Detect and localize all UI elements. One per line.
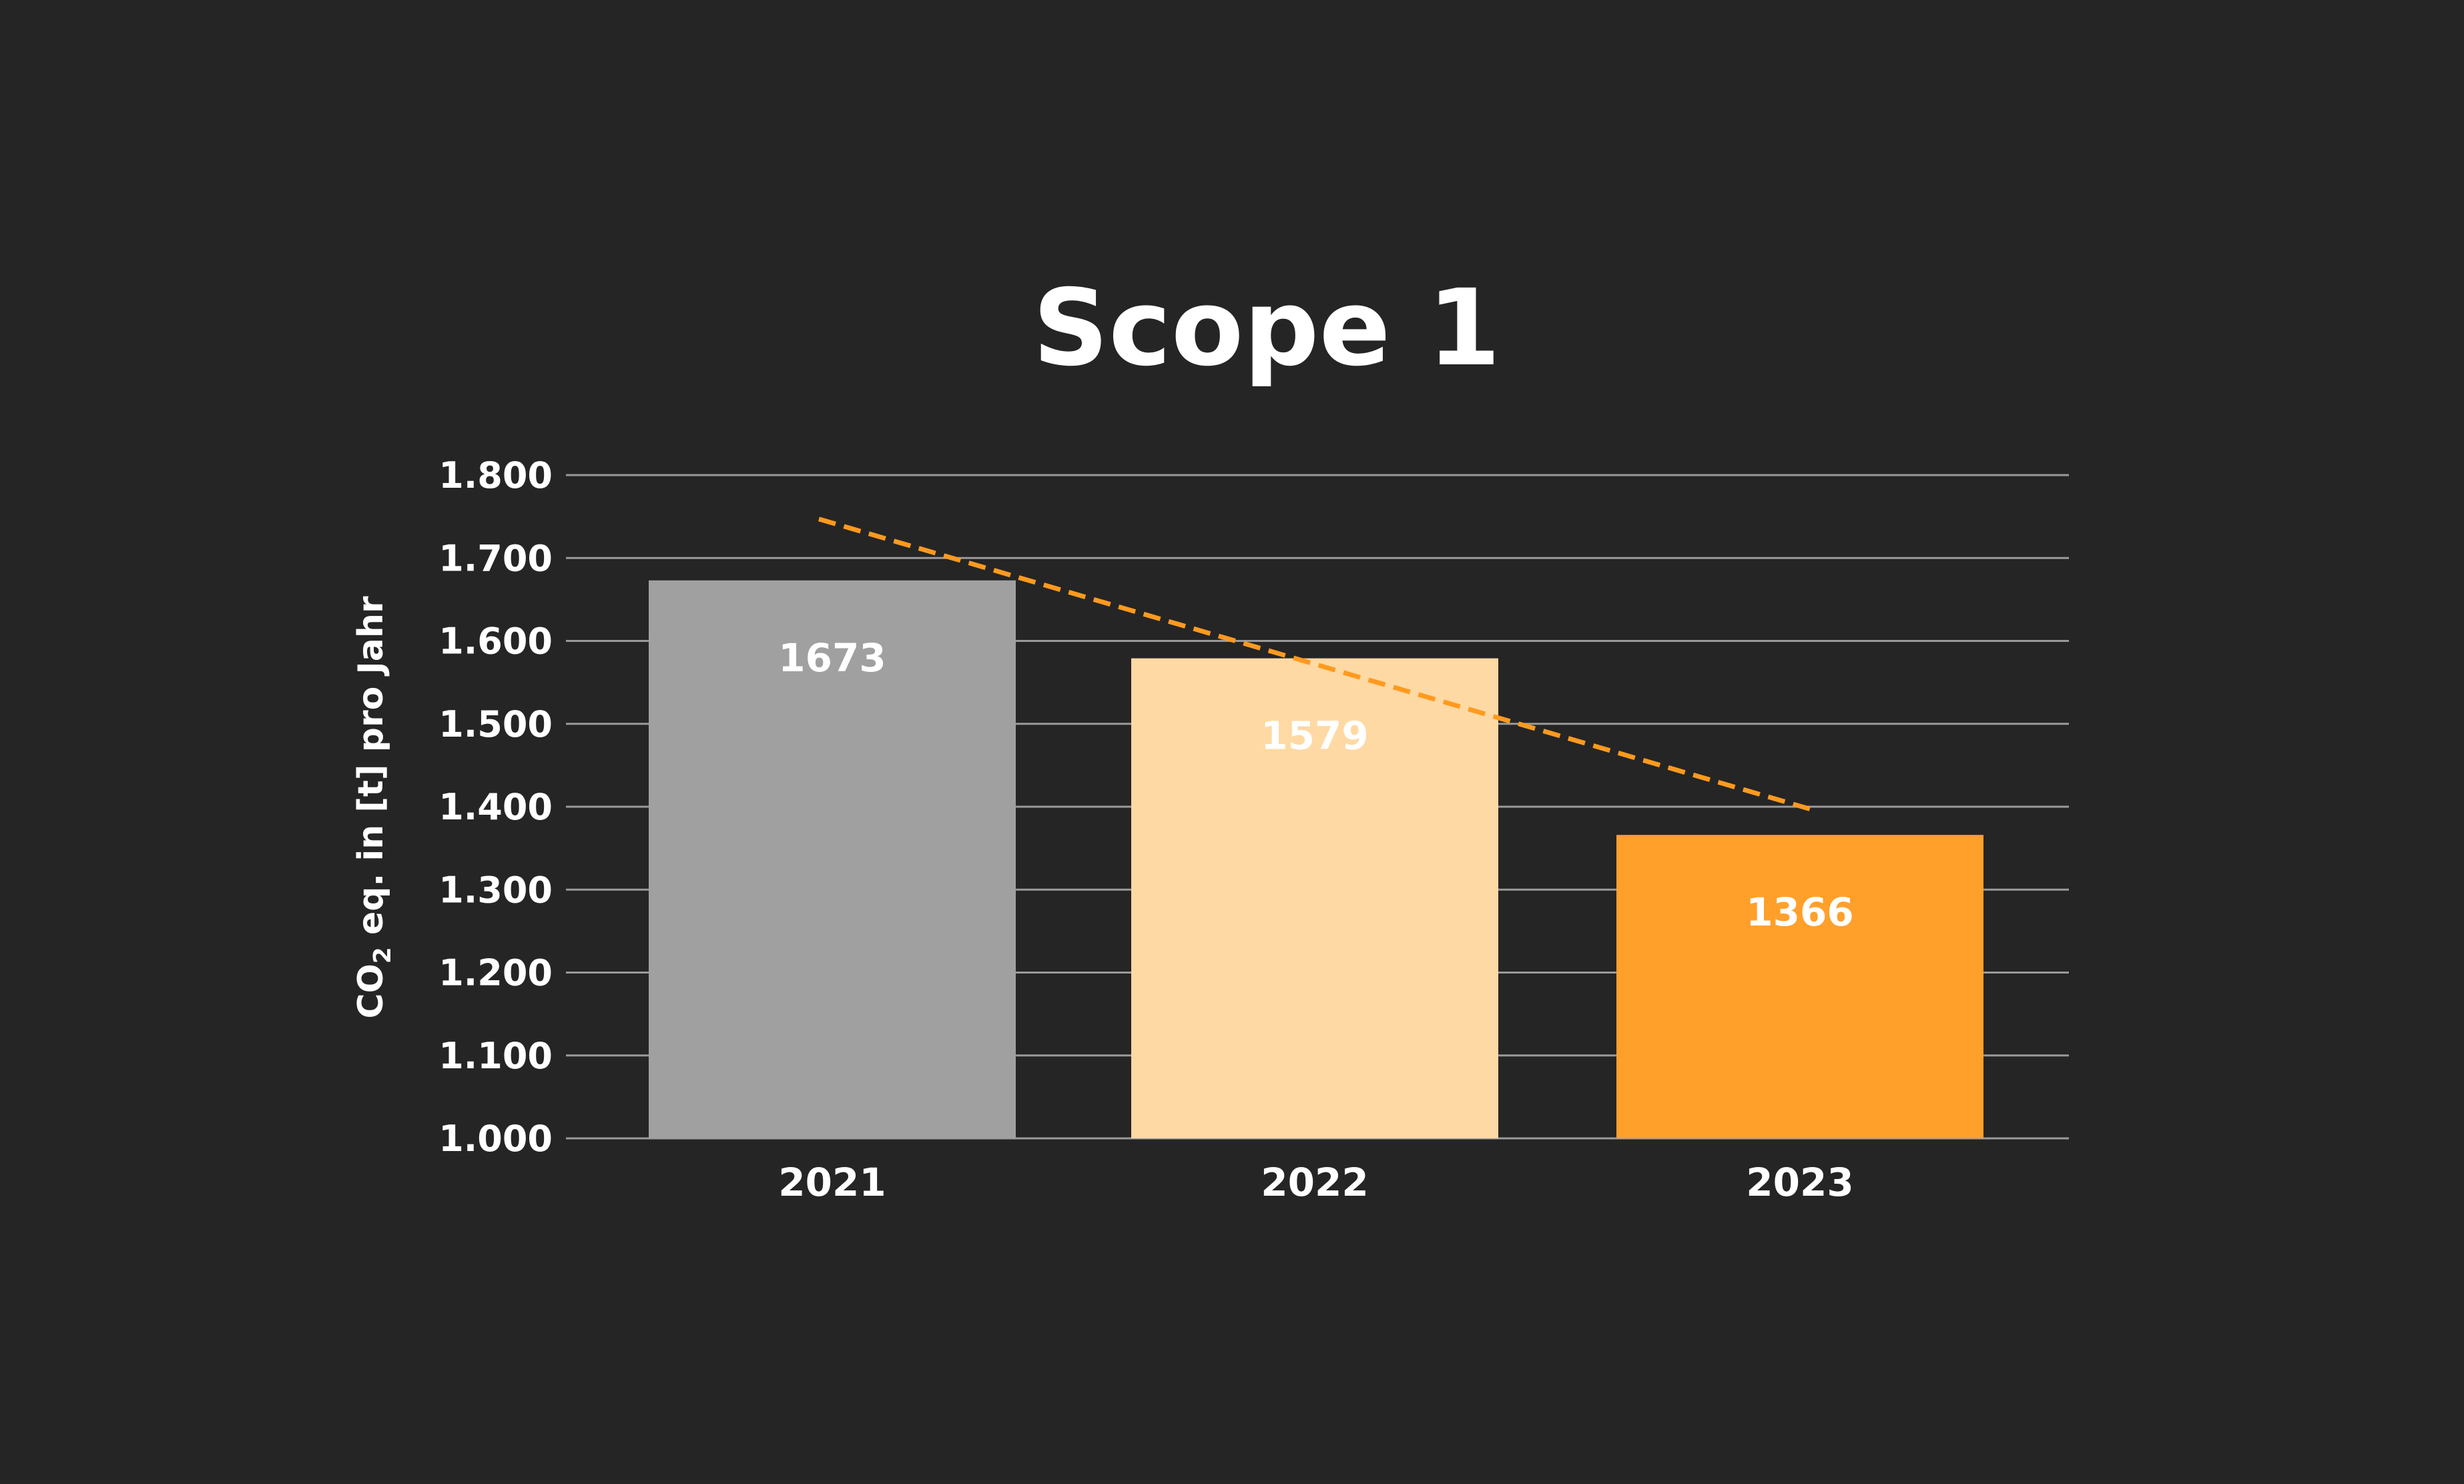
data-label-2022: 1579	[1261, 713, 1368, 759]
bar-2022	[1131, 658, 1498, 1138]
x-tick-label-2023: 2023	[1746, 1160, 1853, 1205]
y-tick-label: 1.800	[438, 454, 553, 496]
data-label-2023: 1366	[1746, 889, 1853, 935]
x-tick-label-2022: 2022	[1261, 1160, 1368, 1205]
y-tick-label: 1.600	[438, 621, 553, 663]
x-tick-labels: 2021 2022 2023	[778, 1160, 1853, 1205]
y-tick-label: 1.200	[438, 952, 553, 994]
chart-title: Scope 1	[1032, 267, 1500, 390]
bar-2021	[649, 580, 1016, 1138]
y-axis-label-post: eq. in [t] pro Jahr	[351, 596, 391, 947]
y-tick-label: 1.400	[438, 786, 553, 828]
y-axis-label-pre: CO	[351, 964, 391, 1018]
y-tick-label: 1.100	[438, 1035, 553, 1077]
trend-line	[818, 516, 1811, 812]
bars	[649, 580, 1983, 1138]
data-labels: 1673 1579 1366	[778, 635, 1853, 935]
bar-2023	[1616, 835, 1983, 1138]
data-label-2021: 1673	[778, 635, 886, 681]
y-tick-label: 1.700	[438, 537, 553, 579]
y-axis-label: CO2 eq. in [t] pro Jahr	[351, 596, 396, 1018]
y-tick-label: 1.500	[438, 703, 553, 745]
y-tick-label: 1.300	[438, 869, 553, 911]
y-axis-label-sub: 2	[369, 947, 396, 964]
y-tick-label: 1.000	[438, 1118, 553, 1160]
x-tick-label-2021: 2021	[778, 1160, 886, 1205]
y-tick-labels: 1.000 1.100 1.200 1.300 1.400 1.500 1.600 1.700…	[438, 454, 553, 1160]
